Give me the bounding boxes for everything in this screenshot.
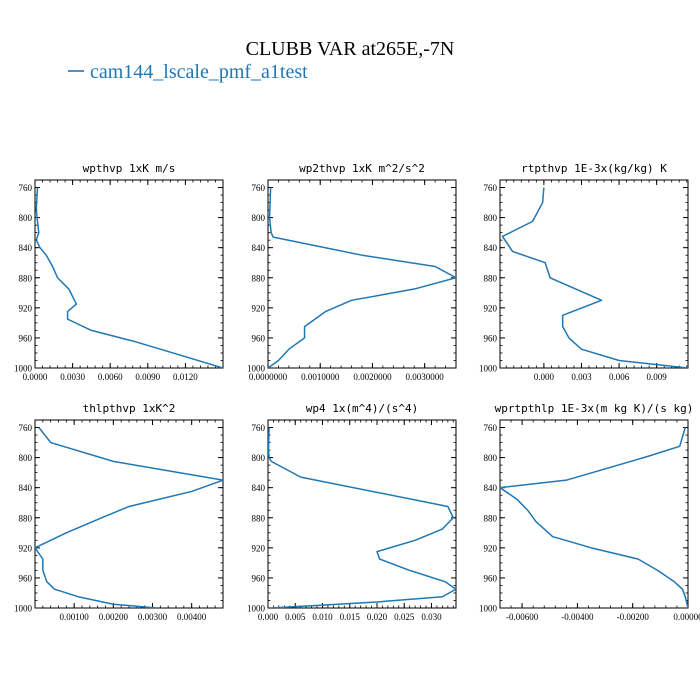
y-tick-label: 840 <box>19 243 33 253</box>
y-tick-label: 1000 <box>247 604 266 614</box>
x-tick-label: 0.020 <box>367 612 388 622</box>
x-tick-label: -0.00600 <box>506 612 539 622</box>
y-tick-label: 1000 <box>14 604 33 614</box>
x-tick-label: 0.030 <box>421 612 442 622</box>
y-tick-label: 840 <box>252 243 266 253</box>
y-tick-label: 760 <box>252 183 266 193</box>
y-tick-label: 1000 <box>14 364 33 374</box>
plot-frame <box>267 179 457 369</box>
series-line-1 <box>268 427 456 608</box>
x-tick-label: 0.010 <box>312 612 333 622</box>
y-tick-label: 960 <box>19 573 33 583</box>
plot-frame <box>34 179 224 369</box>
y-tick-label: 800 <box>252 453 266 463</box>
y-tick-label: 800 <box>484 213 498 223</box>
y-tick-label: 840 <box>484 483 498 493</box>
y-tick-label: 880 <box>19 273 33 283</box>
y-tick-label: 840 <box>252 483 266 493</box>
y-tick-label: 840 <box>19 483 33 493</box>
y-tick-label: 1000 <box>247 364 266 374</box>
y-tick-label: 880 <box>252 513 266 523</box>
x-tick-label: 0.0120 <box>173 372 198 382</box>
y-tick-label: 800 <box>19 213 33 223</box>
x-tick-label: 0.00300 <box>138 612 168 622</box>
y-tick-label: 960 <box>484 573 498 583</box>
subplot-grid: wpthvp 1xK m/s 0.0000 0.0030 0.0060 0.0090 0.… <box>14 162 700 622</box>
y-tick-label: 920 <box>484 543 498 553</box>
subplot-title: wprtpthlp 1E-3x(m kg K)/(s kg) <box>495 402 694 415</box>
y-tick-label: 760 <box>484 183 498 193</box>
x-tick-label: 0.009 <box>647 372 668 382</box>
x-tick-label: -0.00200 <box>617 612 650 622</box>
y-tick-label: 880 <box>19 513 33 523</box>
plot-frame <box>499 179 689 369</box>
series-line-1 <box>35 427 223 608</box>
series-line-1 <box>500 427 688 608</box>
figure-title: CLUBB VAR at265E,-7N <box>246 38 455 60</box>
y-tick-label: 920 <box>252 543 266 553</box>
x-tick-label: 0.0000 <box>23 372 48 382</box>
subplot-2: wp2thvp 1xK m^2/s^2 0.0000000 0.0010000 0.0… <box>247 162 457 382</box>
subplot-3: rtpthvp 1E-3x(kg/kg) K 0.000 0.003 0.006 0.0… <box>479 162 689 382</box>
x-tick-label: 0.0030000 <box>406 372 445 382</box>
figure-legend: cam144_lscale_pmf_a1test <box>68 61 308 83</box>
y-tick-label: 920 <box>19 303 33 313</box>
y-tick-label: 800 <box>484 453 498 463</box>
subplot-title: thlpthvp 1xK^2 <box>83 402 176 415</box>
y-tick-label: 840 <box>484 243 498 253</box>
x-tick-label: 0.00200 <box>99 612 129 622</box>
y-tick-label: 960 <box>252 333 266 343</box>
x-tick-label: 0.015 <box>340 612 361 622</box>
x-tick-label: 0.0010000 <box>301 372 340 382</box>
y-tick-label: 880 <box>484 273 498 283</box>
series-line-1 <box>35 187 223 368</box>
x-tick-label: 0.0000000 <box>249 372 288 382</box>
series-line-1 <box>268 187 456 368</box>
x-tick-label: 0.000 <box>534 372 555 382</box>
x-tick-label: 0.0030 <box>60 372 85 382</box>
subplot-title: wp4 1x(m^4)/(s^4) <box>306 402 419 415</box>
x-tick-label: 0.006 <box>609 372 630 382</box>
y-tick-label: 960 <box>252 573 266 583</box>
x-tick-label: 0.0020000 <box>353 372 392 382</box>
series-line-1 <box>501 187 688 368</box>
x-tick-label: 0.00100 <box>60 612 90 622</box>
subplot-1: wpthvp 1xK m/s 0.0000 0.0030 0.0060 0.0090 0.… <box>14 162 224 382</box>
x-tick-label: -0.00400 <box>561 612 594 622</box>
subplot-title: wpthvp 1xK m/s <box>83 162 176 175</box>
x-tick-label: 0.00000 <box>673 612 700 622</box>
y-tick-label: 920 <box>484 303 498 313</box>
y-tick-label: 920 <box>252 303 266 313</box>
y-tick-label: 1000 <box>479 604 498 614</box>
y-tick-label: 800 <box>19 453 33 463</box>
y-tick-label: 760 <box>19 183 33 193</box>
y-tick-label: 760 <box>484 423 498 433</box>
x-tick-label: 0.025 <box>394 612 415 622</box>
y-tick-label: 1000 <box>479 364 498 374</box>
y-tick-label: 960 <box>484 333 498 343</box>
x-tick-label: 0.00400 <box>177 612 207 622</box>
subplot-title: wp2thvp 1xK m^2/s^2 <box>299 162 425 175</box>
y-tick-label: 800 <box>252 213 266 223</box>
y-tick-label: 760 <box>252 423 266 433</box>
subplot-6: wprtpthlp 1E-3x(m kg K)/(s kg) -0.00600 -0… <box>479 402 700 622</box>
subplot-title: rtpthvp 1E-3x(kg/kg) K <box>521 162 667 175</box>
x-tick-label: 0.003 <box>571 372 592 382</box>
plot-frame <box>34 419 224 609</box>
plot-frame <box>267 419 457 609</box>
legend-label: cam144_lscale_pmf_a1test <box>90 61 308 83</box>
plot-frame <box>499 419 689 609</box>
subplot-5: wp4 1x(m^4)/(s^4) 0.000 0.005 0.010 0.015 0.0… <box>247 402 457 622</box>
x-tick-label: 0.0060 <box>98 372 123 382</box>
x-tick-label: 0.0090 <box>135 372 160 382</box>
x-tick-label: 0.005 <box>285 612 306 622</box>
y-tick-label: 880 <box>484 513 498 523</box>
y-tick-label: 760 <box>19 423 33 433</box>
y-tick-label: 880 <box>252 273 266 283</box>
y-tick-label: 920 <box>19 543 33 553</box>
subplot-4: thlpthvp 1xK^2 0.00100 0.00200 0.00300 0.004… <box>14 402 224 622</box>
y-tick-label: 960 <box>19 333 33 343</box>
x-tick-label: 0.000 <box>258 612 279 622</box>
